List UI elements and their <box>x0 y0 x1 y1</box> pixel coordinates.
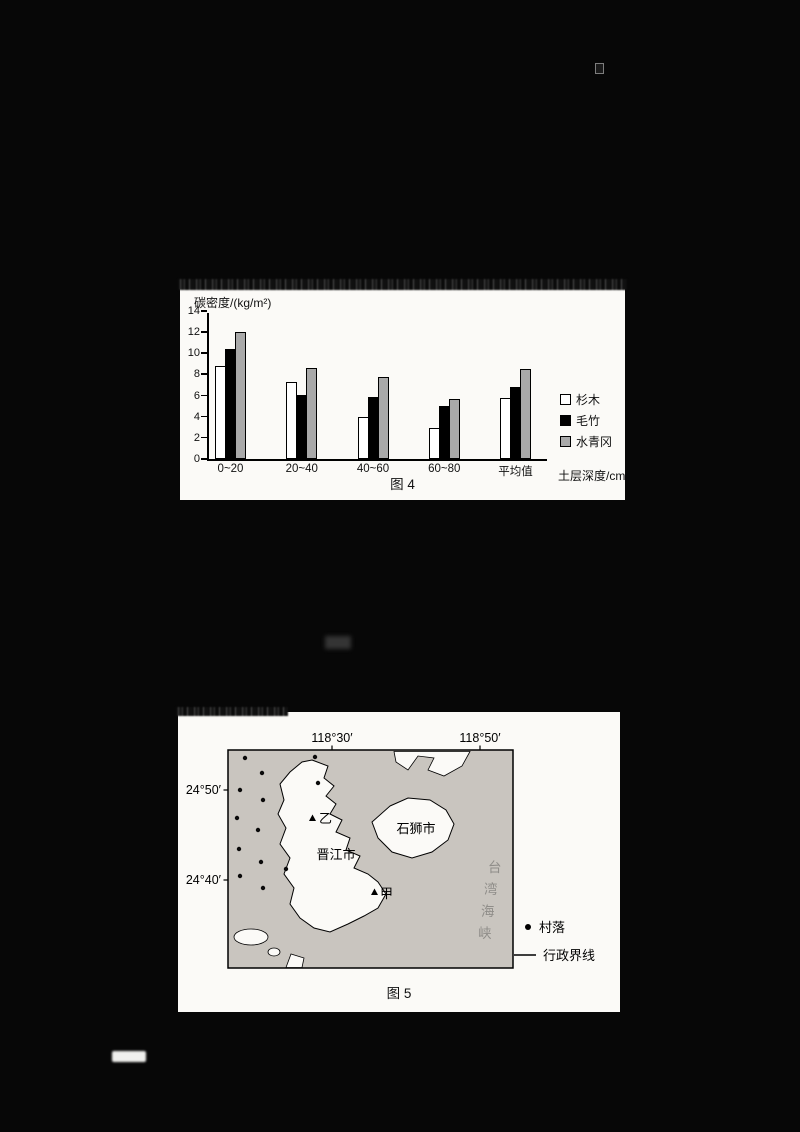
y-tick-label: 8 <box>193 368 200 381</box>
y-tick-label: 12 <box>187 326 200 339</box>
sea-label-char: 湾 <box>484 881 498 897</box>
bar-水青冈 <box>235 332 246 459</box>
coastal-bay-shape <box>393 751 471 777</box>
y-tick-mark <box>201 352 207 354</box>
map-legend: 村落 行政界线 <box>514 920 595 963</box>
lon-label: 118°50′ <box>459 731 501 745</box>
bar-group: 0~20 <box>215 313 246 475</box>
village-dot <box>236 846 242 852</box>
island-shape <box>233 928 269 946</box>
lat-label: 24°50′ <box>186 783 222 797</box>
village-dot <box>234 815 240 821</box>
sea-label-char: 台 <box>488 860 502 875</box>
point-marker-yi <box>309 814 316 821</box>
village-dot <box>259 770 265 776</box>
figure5-caption: 图 5 <box>386 986 412 1001</box>
x-category-label: 0~20 <box>217 463 244 475</box>
y-tick-mark <box>201 394 207 397</box>
village-dot <box>242 755 248 761</box>
blurred-text-smudge <box>325 636 351 649</box>
legend-boundary-label: 行政界线 <box>543 948 595 963</box>
y-tick-mark <box>201 415 207 418</box>
chart-legend-swatch <box>560 415 571 426</box>
y-axis-label: 碳密度/(kg/m²) <box>194 296 272 310</box>
legend-village-label: 村落 <box>539 920 565 935</box>
bar-group: 平均值 <box>498 313 533 478</box>
chart-legend-item: 水青冈 <box>560 433 612 450</box>
sea-label-char: 海 <box>481 904 495 919</box>
village-dot <box>260 885 266 891</box>
figure4-caption: 图 4 <box>390 477 415 492</box>
chart-plot: 0 2 4 6 8 10 12 14 0~20 20~40 40~60 60~80 平均值 <box>188 305 547 478</box>
figure4-chart-panel: 碳密度/(kg/m²) 0 2 4 6 8 10 12 14 0~20 20~40 40~60 60~… <box>178 279 627 500</box>
region-shishi-shape <box>371 797 455 859</box>
x-axis-label: 土层深度/cm <box>558 469 626 483</box>
chart-legend-label: 毛竹 <box>576 414 601 428</box>
village-dot <box>312 754 318 760</box>
village-dot <box>258 859 264 865</box>
bar-水青冈 <box>306 368 318 459</box>
point-marker-jia <box>371 888 378 895</box>
y-tick-mark <box>201 310 207 312</box>
scan-stray-mark <box>595 63 604 74</box>
y-tick-mark <box>201 373 207 375</box>
village-dot <box>237 873 243 879</box>
y-tick-label: 4 <box>193 410 200 423</box>
coast-notch-shape <box>285 953 305 968</box>
region-label-jinjiang: 晋江市 <box>316 847 355 862</box>
y-tick-label: 14 <box>187 305 200 317</box>
y-tick-mark <box>201 436 207 439</box>
sea-label-taiwan-strait: 台 湾 海 峡 <box>478 860 502 941</box>
bar-group: 60~80 <box>428 313 460 475</box>
village-dots <box>234 754 321 891</box>
y-tick-label: 6 <box>193 389 200 402</box>
y-tick-label: 2 <box>193 431 200 444</box>
bar-水青冈 <box>520 369 531 459</box>
x-category-label: 40~60 <box>356 463 390 475</box>
village-dot <box>260 797 266 803</box>
lon-label: 118°30′ <box>311 731 353 745</box>
map-frame <box>227 749 514 969</box>
region-label-shishi: 石狮市 <box>396 821 435 836</box>
islet-shape <box>267 947 281 957</box>
x-category-label: 60~80 <box>428 463 461 475</box>
scan-white-blob <box>112 1051 146 1062</box>
region-jinjiang-shape <box>277 759 387 933</box>
x-category-label: 20~40 <box>285 463 318 475</box>
x-category-label: 平均值 <box>498 466 533 478</box>
lat-label: 24°40′ <box>186 873 222 887</box>
village-dot <box>315 780 321 786</box>
chart-legend-label: 杉木 <box>576 393 601 407</box>
chart-legend-swatch <box>560 436 571 447</box>
village-dot <box>283 866 289 872</box>
point-label-jia: 甲 <box>380 886 393 901</box>
y-tick-mark <box>201 458 207 460</box>
figure5-map-panel: 乙 甲 晋江市 石狮市 台 湾 海 峡 118°30′ 118°50′ 24°5… <box>176 707 620 1012</box>
y-tick-label: 0 <box>193 453 200 465</box>
chart-legend: 杉木 毛竹 水青冈 <box>560 391 612 450</box>
village-dot <box>237 787 243 793</box>
bar-group: 20~40 <box>286 313 318 475</box>
blurred-text-band <box>176 707 288 716</box>
legend-village-dot-symbol <box>525 924 531 930</box>
point-label-yi: 乙 <box>319 811 332 826</box>
chart-legend-swatch <box>560 394 571 405</box>
village-dot <box>255 827 261 833</box>
chart-legend-item: 毛竹 <box>560 412 612 429</box>
bar-group: 40~60 <box>357 313 389 475</box>
bar-水青冈 <box>377 376 389 459</box>
y-tick-label: 10 <box>187 347 200 360</box>
chart-legend-label: 水青冈 <box>576 435 613 449</box>
sea-label-char: 峡 <box>478 926 492 941</box>
chart-legend-item: 杉木 <box>560 391 612 408</box>
bar-水青冈 <box>448 398 460 459</box>
map-figure: 乙 甲 晋江市 石狮市 台 湾 海 峡 118°30′ 118°50′ 24°5… <box>186 731 595 969</box>
blurred-text-band <box>178 279 627 290</box>
y-tick-mark <box>201 331 207 333</box>
